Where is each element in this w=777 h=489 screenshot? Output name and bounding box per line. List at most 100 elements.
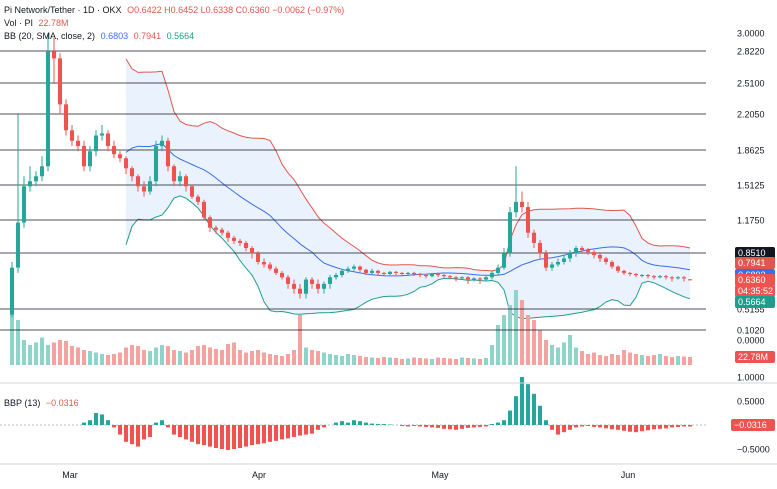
candle-body: [418, 274, 422, 275]
bbp-bar: [148, 425, 152, 437]
bbp-bar: [82, 423, 86, 425]
y-tick-label: 0.1020: [737, 326, 765, 336]
candle-body: [676, 277, 680, 278]
volume-bar: [190, 350, 194, 365]
volume-bar: [112, 354, 116, 365]
bbp-bar: [214, 425, 218, 448]
price-label-text-lower: 0.5664: [738, 297, 766, 307]
volume-bar: [268, 354, 272, 365]
legend-bollinger: BB (20, SMA, close, 2) 0.6803 0.7941 0.5…: [4, 30, 197, 42]
y-tick-label: 1.8625: [737, 146, 765, 156]
bbp-bar: [598, 425, 602, 427]
bbp-bar: [202, 425, 206, 445]
volume-bar: [460, 358, 464, 366]
volume-bar: [394, 358, 398, 365]
bbp-bar: [352, 420, 356, 425]
candle-body: [154, 146, 158, 181]
volume-bar: [682, 357, 686, 366]
volume-bar: [292, 350, 296, 365]
candle-body: [196, 197, 200, 202]
candle-body: [334, 275, 338, 277]
candle-body: [592, 252, 596, 255]
bbp-current-text: −0.0316: [734, 420, 767, 430]
bbp-bar: [358, 421, 362, 425]
x-tick-label: Mar: [62, 470, 78, 480]
volume-bar: [370, 358, 374, 366]
y-tick-label: 2.5100: [737, 79, 765, 89]
bbp-bar: [292, 425, 296, 437]
volume-bar: [664, 356, 668, 365]
bbp-bar: [472, 425, 476, 427]
candle-body: [424, 275, 428, 276]
bbp-bar: [562, 425, 566, 432]
volume-bar: [436, 358, 440, 366]
bbp-bar: [574, 425, 578, 427]
volume-bar: [280, 356, 284, 365]
bbp-bar: [418, 425, 422, 426]
volume-bar: [466, 358, 470, 365]
bbp-bar: [670, 425, 674, 427]
candle-body: [664, 276, 668, 277]
volume-bar: [406, 359, 410, 366]
candle-body: [364, 270, 368, 273]
bbp-tick-label: 1.0000: [737, 373, 765, 383]
bbp-bar: [484, 425, 488, 426]
bbp-bar: [280, 425, 284, 439]
candle-body: [616, 267, 620, 271]
volume-label: Vol · PI: [4, 18, 33, 28]
volume-bar: [70, 346, 74, 365]
bbp-bar: [310, 425, 314, 434]
candle-body: [442, 275, 446, 276]
bbp-bar: [100, 414, 104, 425]
volume-bar: [142, 350, 146, 365]
y-tick-label: 2.2050: [737, 110, 765, 120]
y-tick-label: 0.0000: [737, 336, 765, 346]
volume-bar: [298, 315, 302, 365]
volume-bar: [16, 320, 20, 365]
candle-body: [502, 253, 506, 267]
bbp-bar: [334, 423, 338, 425]
volume-bar: [646, 356, 650, 365]
bbp-bar: [628, 425, 632, 432]
bbp-bar: [490, 424, 494, 425]
volume-bar: [184, 353, 188, 366]
volume-bar: [286, 354, 290, 365]
volume-bar: [208, 348, 212, 366]
candle-body: [388, 272, 392, 274]
candle-body: [286, 277, 290, 284]
candle-body: [70, 130, 74, 141]
volume-bar: [604, 356, 608, 365]
candle-body: [508, 212, 512, 253]
volume-bar: [376, 358, 380, 365]
candle-body: [166, 141, 170, 166]
volume-bar: [652, 355, 656, 365]
bbp-bar: [592, 425, 596, 427]
bbp-bar: [88, 420, 92, 425]
volume-bar: [502, 315, 506, 365]
candle-body: [58, 58, 62, 104]
bbp-bar: [526, 384, 530, 425]
candle-body: [394, 272, 398, 273]
volume-bar: [634, 354, 638, 365]
volume-bar: [172, 350, 176, 365]
volume-bar: [424, 359, 428, 366]
volume-bar: [562, 343, 566, 366]
volume-bar: [598, 355, 602, 365]
bbp-bar: [244, 425, 248, 447]
candle-body: [16, 223, 20, 268]
candle-body: [652, 276, 656, 277]
volume-bar: [508, 305, 512, 365]
candle-body: [556, 262, 560, 265]
volume-bar: [352, 355, 356, 365]
candle-body: [586, 250, 590, 252]
bbp-bar: [274, 425, 278, 441]
candle-body: [358, 267, 362, 270]
volume-bar: [64, 341, 68, 365]
candle-body: [688, 279, 692, 280]
bb-label: BB (20, SMA, close, 2): [4, 31, 95, 41]
volume-bar: [556, 348, 560, 366]
bbp-bar: [502, 420, 506, 425]
volume-bar: [490, 345, 494, 365]
